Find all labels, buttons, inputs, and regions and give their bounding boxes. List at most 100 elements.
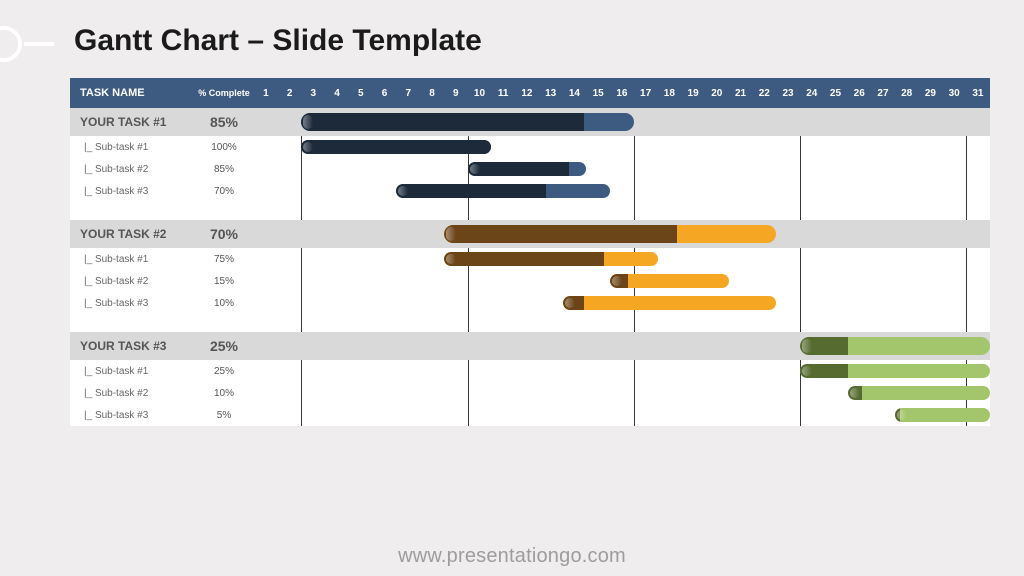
bar-area [254,158,990,180]
task-percent: 70% [194,226,254,242]
day-header-cell: 13 [539,88,563,99]
day-header-cell: 16 [610,88,634,99]
gantt-chart: TASK NAME % Complete 1234567891011121314… [70,78,990,426]
subtask-bar [610,274,729,288]
day-header-cell: 28 [895,88,919,99]
task-percent: 25% [194,338,254,354]
bar-area [254,220,990,248]
task-name: |_ Sub-task #2 [70,388,194,399]
subtask-bar [800,364,990,378]
task-row: YOUR TASK #185% [70,108,990,136]
gantt-header: TASK NAME % Complete 1234567891011121314… [70,78,990,108]
task-percent: 15% [194,276,254,287]
task-name: YOUR TASK #3 [70,339,194,353]
day-header-cell: 29 [919,88,943,99]
bar-area [254,180,990,202]
subtask-row: |_ Sub-task #210% [70,382,990,404]
subtask-bar [563,296,777,310]
subtask-bar [895,408,990,422]
day-header-cell: 24 [800,88,824,99]
subtask-row: |_ Sub-task #175% [70,248,990,270]
task-name: |_ Sub-task #3 [70,410,194,421]
day-header-cell: 20 [705,88,729,99]
task-bar [800,337,990,355]
day-header-cell: 5 [349,88,373,99]
days-header: 1234567891011121314151617181920212223242… [254,78,990,108]
day-header-cell: 17 [634,88,658,99]
day-header-cell: 6 [373,88,397,99]
task-name: |_ Sub-task #1 [70,254,194,265]
day-header-cell: 22 [752,88,776,99]
day-header-cell: 25 [824,88,848,99]
task-percent: 25% [194,366,254,377]
task-row: YOUR TASK #325% [70,332,990,360]
task-percent: 5% [194,410,254,421]
task-bar [301,113,633,131]
day-header-cell: 31 [966,88,990,99]
bar-area [254,136,990,158]
subtask-bar [444,252,658,266]
task-name: YOUR TASK #2 [70,227,194,241]
ring-icon [0,26,22,62]
day-header-cell: 23 [776,88,800,99]
day-header-cell: 3 [301,88,325,99]
day-header-cell: 10 [468,88,492,99]
subtask-bar [396,184,610,198]
subtask-bar [468,162,587,176]
task-name: |_ Sub-task #1 [70,366,194,377]
task-percent: 10% [194,298,254,309]
bar-area [254,292,990,314]
task-name: |_ Sub-task #2 [70,276,194,287]
bar-area [254,108,990,136]
spacer-row [70,202,990,220]
spacer-row [70,314,990,332]
subtask-bar [848,386,990,400]
bar-area [254,404,990,426]
task-percent: 85% [194,164,254,175]
subtask-row: |_ Sub-task #285% [70,158,990,180]
day-header-cell: 21 [729,88,753,99]
day-header-cell: 1 [254,88,278,99]
day-header-cell: 4 [325,88,349,99]
day-header-cell: 11 [491,88,515,99]
task-name: YOUR TASK #1 [70,115,194,129]
task-name: |_ Sub-task #3 [70,186,194,197]
bar-area [254,270,990,292]
day-header-cell: 2 [278,88,302,99]
subtask-row: |_ Sub-task #215% [70,270,990,292]
day-header-cell: 15 [586,88,610,99]
subtask-row: |_ Sub-task #35% [70,404,990,426]
day-header-cell: 12 [515,88,539,99]
day-header-cell: 30 [942,88,966,99]
task-percent: 10% [194,388,254,399]
task-name: |_ Sub-task #3 [70,298,194,309]
task-percent: 75% [194,254,254,265]
task-name: |_ Sub-task #1 [70,142,194,153]
day-header-cell: 19 [681,88,705,99]
subtask-bar [301,140,491,154]
day-header-cell: 27 [871,88,895,99]
day-header-cell: 26 [847,88,871,99]
day-header-cell: 9 [444,88,468,99]
subtask-row: |_ Sub-task #1100% [70,136,990,158]
subtask-row: |_ Sub-task #370% [70,180,990,202]
day-header-cell: 14 [563,88,587,99]
bar-area [254,332,990,360]
gantt-body: YOUR TASK #185%|_ Sub-task #1100%|_ Sub-… [70,108,990,426]
day-header-cell: 7 [396,88,420,99]
task-percent: 70% [194,186,254,197]
bar-area [254,382,990,404]
bar-area [254,248,990,270]
subtask-row: |_ Sub-task #310% [70,292,990,314]
task-name: |_ Sub-task #2 [70,164,194,175]
task-row: YOUR TASK #270% [70,220,990,248]
header-percent-label: % Complete [194,88,254,98]
header-task-label: TASK NAME [70,87,194,99]
task-bar [444,225,776,243]
subtask-row: |_ Sub-task #125% [70,360,990,382]
bar-area [254,360,990,382]
day-header-cell: 18 [657,88,681,99]
day-header-cell: 8 [420,88,444,99]
slide-title: Gantt Chart – Slide Template [74,24,482,58]
task-percent: 100% [194,142,254,153]
